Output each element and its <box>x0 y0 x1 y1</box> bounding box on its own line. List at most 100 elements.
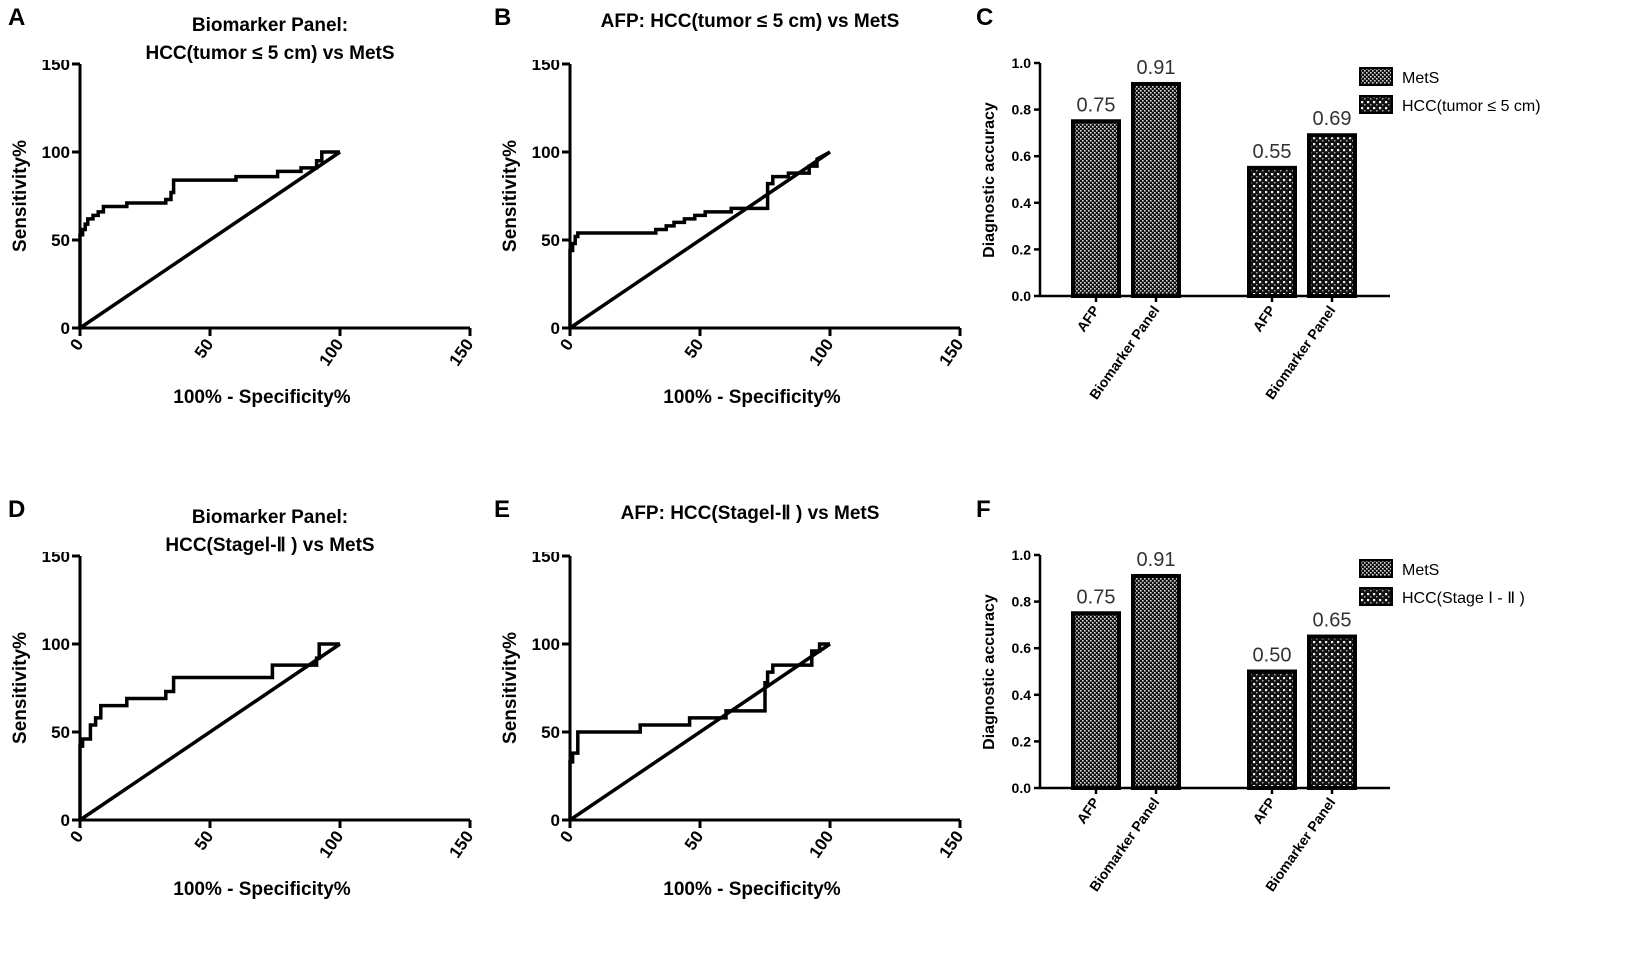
x-tick-label: 50 <box>681 335 707 361</box>
x-tick-label: 50 <box>191 827 217 853</box>
bar <box>1071 119 1121 298</box>
x-tick-label: AFP <box>1073 303 1102 335</box>
x-tick-label: 150 <box>445 827 477 861</box>
x-tick-label: 0 <box>66 335 87 354</box>
panel-b-title: AFP: HCC(tumor ≤ 5 cm) vs MetS <box>540 8 960 36</box>
y-tick-label: 0.2 <box>1012 733 1032 749</box>
bar <box>1131 81 1181 298</box>
panel-e-title: AFP: HCC(StageⅠ-Ⅱ ) vs MetS <box>540 500 960 528</box>
y-tick-label: 0.6 <box>1012 148 1032 164</box>
y-tick-label: 0.8 <box>1012 594 1032 610</box>
y-tick-label: 0.4 <box>1012 195 1032 211</box>
y-axis-label: Sensitivity% <box>10 632 31 744</box>
panel-d-title-line2: HCC(StageⅠ-Ⅱ ) vs MetS <box>165 535 375 556</box>
reference-line <box>79 150 341 330</box>
legend-label: HCC(Stage Ⅰ - Ⅱ ) <box>1402 590 1525 607</box>
legend-swatch <box>1359 587 1393 606</box>
x-tick-label: AFP <box>1249 795 1278 827</box>
roc-curve <box>78 642 340 820</box>
y-tick-label: 0.2 <box>1012 241 1032 257</box>
y-axis-label: Sensitivity% <box>10 140 31 252</box>
y-tick-label: 0.0 <box>1012 780 1032 796</box>
bar-value-label: 0.75 <box>1077 586 1116 608</box>
y-tick-label: 0.4 <box>1012 687 1032 703</box>
reference-line <box>569 642 831 822</box>
panel-letter-e: E <box>494 496 511 523</box>
legend-swatch <box>1359 67 1393 86</box>
bar-value-label: 0.69 <box>1313 108 1352 130</box>
bar-chart-f: 0.0 0.2 0.4 0.6 0.8 1.0 Diagnostic accuracy 0.7… <box>981 547 1525 894</box>
panel-letter-f: F <box>976 496 991 523</box>
bar <box>1247 669 1297 790</box>
bar-value-label: 0.65 <box>1313 610 1352 632</box>
y-tick-label: 0.0 <box>1012 288 1032 304</box>
reference-line <box>79 642 341 822</box>
panel-letter-a: A <box>8 4 26 31</box>
x-axis-label: 100% - Specificity% <box>173 387 351 408</box>
x-tick-label: 100 <box>805 335 837 369</box>
y-tick-label: 100 <box>532 143 560 162</box>
y-tick-label: 100 <box>42 635 70 654</box>
bar <box>1247 165 1297 298</box>
roc-curve <box>568 150 831 328</box>
legend-label: MetS <box>1402 562 1439 579</box>
x-tick-label: 150 <box>445 335 477 369</box>
bar-chart-c: 0.0 0.2 0.4 0.6 0.8 1.0 Diagnostic accuracy 0.7… <box>981 55 1541 402</box>
x-tick-label: 0 <box>556 827 577 846</box>
panel-d-title-line1: Biomarker Panel: <box>191 507 349 528</box>
roc-curve <box>78 150 340 328</box>
legend-label: HCC(tumor ≤ 5 cm) <box>1402 98 1541 115</box>
x-tick-label: 100 <box>805 827 837 861</box>
reference-line <box>569 150 831 330</box>
x-tick-label: 0 <box>66 827 87 846</box>
bar-value-label: 0.91 <box>1137 57 1176 79</box>
bar <box>1307 634 1357 790</box>
panel-letter-d: D <box>8 496 26 523</box>
x-axis-label: 100% - Specificity% <box>663 879 841 900</box>
panel-e-title-line1: AFP: HCC(StageⅠ-Ⅱ ) vs MetS <box>620 503 880 524</box>
panel-b-title-line1: AFP: HCC(tumor ≤ 5 cm) vs MetS <box>600 11 900 32</box>
bar-value-label: 0.50 <box>1253 645 1292 667</box>
y-tick-label: 150 <box>532 552 560 566</box>
y-axis-label: Sensitivity% <box>500 632 521 744</box>
x-axis-label: 100% - Specificity% <box>663 387 841 408</box>
bar-value-label: 0.75 <box>1077 94 1116 116</box>
y-tick-label: 50 <box>51 231 70 250</box>
x-tick-label: 100 <box>315 335 347 369</box>
y-tick-label: 0 <box>61 319 70 338</box>
y-tick-label: 50 <box>541 231 560 250</box>
panel-letter-c: C <box>976 4 994 31</box>
y-tick-label: 50 <box>541 723 560 742</box>
x-axis-label: 100% - Specificity% <box>173 879 351 900</box>
bar <box>1307 133 1357 299</box>
x-tick-label: 50 <box>191 335 217 361</box>
bar <box>1071 611 1121 790</box>
y-tick-label: 0.6 <box>1012 640 1032 656</box>
x-tick-label: AFP <box>1073 795 1102 827</box>
panel-a-title-line2: HCC(tumor ≤ 5 cm) vs MetS <box>145 43 395 64</box>
legend-swatch <box>1359 95 1393 114</box>
y-tick-label: 150 <box>532 60 560 74</box>
y-tick-label: 1.0 <box>1012 55 1032 71</box>
y-tick-label: 0 <box>61 811 70 830</box>
y-tick-label: 100 <box>42 143 70 162</box>
legend-swatch <box>1359 559 1393 578</box>
x-tick-label: 0 <box>556 335 577 354</box>
x-tick-label: AFP <box>1249 303 1278 335</box>
panel-letter-b: B <box>494 4 512 31</box>
y-tick-label: 50 <box>51 723 70 742</box>
x-tick-label: 150 <box>935 335 967 369</box>
y-tick-label: 0 <box>551 319 560 338</box>
bar-value-label: 0.91 <box>1137 549 1176 571</box>
y-axis-label: Diagnostic accuracy <box>981 594 998 750</box>
y-tick-label: 0 <box>551 811 560 830</box>
y-axis-label: Diagnostic accuracy <box>981 102 998 258</box>
panel-d-title: Biomarker Panel: HCC(StageⅠ-Ⅱ ) vs MetS <box>90 504 450 560</box>
bar-value-label: 0.55 <box>1253 141 1292 163</box>
y-tick-label: 100 <box>532 635 560 654</box>
legend-label: MetS <box>1402 70 1439 87</box>
x-tick-label: 150 <box>935 827 967 861</box>
roc-chart-e: 0 50 100 150 0 50 100 150 100% - Specificity% Sen… <box>500 552 967 900</box>
roc-chart-a: 0 50 100 150 0 50 100 150 100% - Specificity% Sen… <box>10 60 477 408</box>
y-tick-label: 150 <box>42 60 70 74</box>
